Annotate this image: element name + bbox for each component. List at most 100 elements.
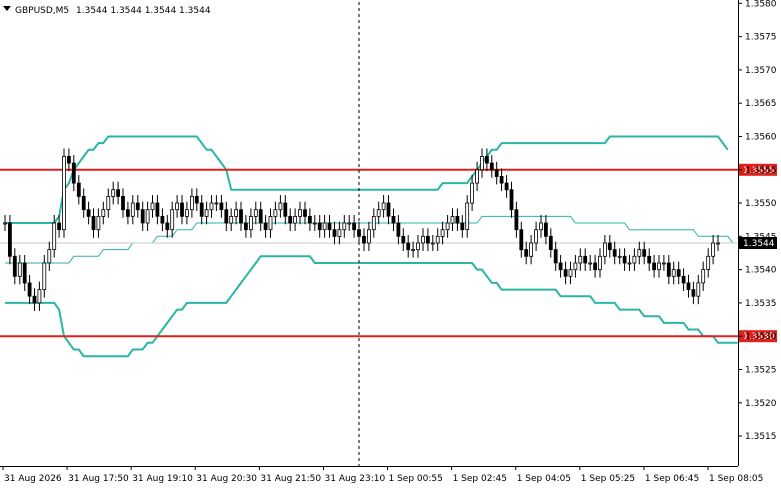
candle-body (391, 215, 396, 224)
candle-body (121, 195, 125, 211)
candle-body (312, 222, 317, 225)
chart-header: GBPUSD,M5 1.3544 1.3544 1.3544 1.3544 (3, 6, 211, 16)
candle-body (86, 209, 91, 217)
candle-body (362, 235, 366, 244)
candle-body (558, 262, 563, 271)
candle-body (126, 209, 130, 217)
candle-body (175, 202, 180, 211)
candle-body (529, 242, 533, 257)
candle-body (696, 282, 701, 297)
candle-body (130, 202, 135, 217)
candle-body (32, 295, 37, 304)
candle-body (470, 182, 475, 204)
time-tick-label: 31 Aug 20:30 (196, 474, 257, 484)
candle-body (484, 155, 489, 164)
time-tick-label: 1 Sep 00:55 (389, 474, 443, 484)
candle-body (67, 155, 71, 164)
candle-body (273, 209, 278, 217)
candle-body (435, 235, 440, 244)
candle-body (322, 222, 327, 231)
candle-body (455, 215, 460, 224)
candle-body (52, 222, 57, 251)
candle-body (165, 222, 170, 231)
candle-body (632, 255, 637, 264)
candle-body (229, 215, 234, 224)
candle-body (283, 202, 288, 217)
candle-body (337, 229, 342, 237)
current-price-label: 1.3544 (743, 239, 775, 249)
candle-body (347, 222, 352, 225)
candle-body (450, 215, 455, 224)
level-price-label-0: 1.3555 (743, 166, 775, 176)
candle-body (578, 255, 583, 264)
candles (3, 148, 720, 311)
candle-body (71, 162, 76, 184)
time-tick-label: 31 Aug 21:50 (260, 474, 321, 484)
price-tick-label: 1.3580 (745, 0, 777, 9)
candle-body (27, 282, 32, 297)
candle-body (42, 262, 47, 291)
candle-body (396, 222, 401, 237)
candle-body (47, 249, 52, 264)
candle-body (239, 209, 243, 224)
time-tick-label: 1 Sep 05:25 (581, 474, 635, 484)
price-tick-label: 1.3555 (745, 166, 777, 176)
candle-body (376, 209, 381, 217)
candle-body (3, 222, 7, 225)
candle-body (180, 202, 184, 217)
candle-body (253, 209, 258, 217)
candle-body (676, 269, 681, 277)
candle-body (332, 229, 337, 237)
candle-body (91, 215, 96, 231)
candle-body (101, 209, 106, 217)
candle-body (460, 222, 465, 231)
candle-body (504, 182, 509, 191)
candle-body (106, 195, 111, 211)
price-tick-label: 1.3525 (745, 366, 777, 376)
candle-body (219, 202, 224, 211)
candle-body (671, 269, 676, 277)
candle-body (96, 215, 101, 231)
symbol-timeframe: GBPUSD,M5 (15, 6, 69, 16)
candle-body (524, 249, 529, 257)
price-tick-label: 1.3520 (745, 399, 777, 409)
candle-body (327, 222, 332, 231)
price-tick-label: 1.3550 (745, 199, 777, 209)
price-tick-label: 1.3530 (745, 332, 777, 342)
candle-body (583, 255, 588, 264)
candle-body (352, 222, 357, 231)
price-tick-label: 1.3560 (745, 133, 777, 143)
candle-body (716, 242, 720, 245)
candle-body (406, 242, 411, 251)
candle-body (617, 255, 622, 258)
candle-body (357, 229, 361, 237)
candle-body (184, 209, 189, 217)
candle-body (263, 222, 268, 231)
candle-body (416, 242, 420, 251)
candle-body (666, 262, 671, 277)
time-axis: 31 Aug 2026 31 Aug 17:50 31 Aug 19:10 31 Au… (0, 466, 763, 484)
candle-body (386, 202, 391, 217)
candle-body (445, 222, 450, 231)
candle-body (209, 202, 214, 211)
candle-body (706, 255, 711, 270)
candle-body (194, 195, 199, 204)
candle-body (17, 262, 22, 277)
candle-body (81, 195, 86, 211)
candle-body (401, 235, 406, 244)
candle-body (593, 262, 597, 271)
price-tick-label: 1.3540 (745, 266, 777, 276)
candle-body (170, 209, 175, 231)
candle-body (519, 229, 524, 251)
candle-body (662, 262, 666, 265)
time-tick-label: 31 Aug 2026 (4, 474, 62, 484)
candle-body (317, 222, 322, 231)
candle-body (475, 169, 480, 184)
candle-body (293, 215, 298, 224)
bollinger-bands (5, 135, 738, 358)
candle-body (116, 189, 120, 197)
candle-body (62, 155, 66, 230)
candle-body (642, 249, 647, 257)
